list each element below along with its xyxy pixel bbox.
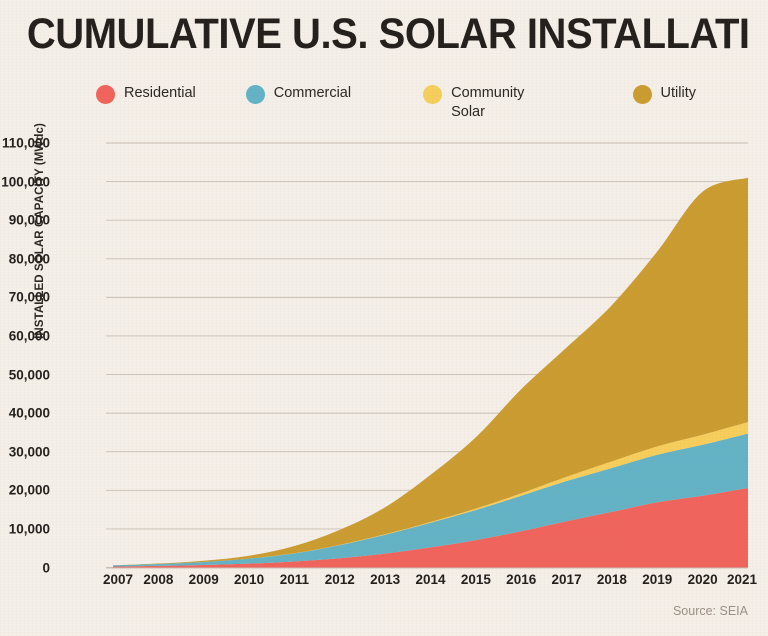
legend-label-commercial: Commercial bbox=[273, 85, 352, 101]
y-tick-label: 110,000 bbox=[1, 135, 50, 151]
y-tick-label: 40,000 bbox=[8, 405, 50, 421]
y-tick-label: 20,000 bbox=[8, 482, 50, 498]
x-tick-label: 2015 bbox=[460, 572, 491, 587]
area-series-residential bbox=[113, 488, 748, 568]
x-tick-label: 2014 bbox=[415, 572, 446, 587]
page-title: CUMULATIVE U.S. SOLAR INSTALLATIONS bbox=[26, 10, 768, 58]
x-tick-label: 2018 bbox=[596, 572, 627, 587]
area-series-utility bbox=[113, 177, 748, 566]
y-tick-label: 70,000 bbox=[8, 289, 50, 305]
legend-label-community-solar: Community Solar bbox=[451, 85, 525, 120]
x-tick-label: 2010 bbox=[234, 572, 265, 587]
y-tick-label: 60,000 bbox=[8, 328, 50, 344]
y-tick-label: 100,000 bbox=[1, 174, 50, 190]
x-tick-label: 2009 bbox=[188, 572, 219, 587]
legend-swatch-icon-utility bbox=[632, 85, 652, 104]
x-tick-label: 2019 bbox=[642, 572, 673, 587]
y-tick-label: 90,000 bbox=[8, 212, 50, 228]
source-attribution: Source: SEIA bbox=[672, 604, 748, 618]
x-tick-label: 2020 bbox=[687, 572, 718, 587]
legend-swatch-icon-commercial bbox=[245, 85, 265, 104]
x-tick-label: 2013 bbox=[370, 572, 401, 587]
area-series-commercial bbox=[113, 433, 748, 567]
plot-right-mask bbox=[748, 0, 768, 636]
x-tick-label: 2016 bbox=[506, 572, 537, 587]
legend-swatch-icon-residential bbox=[96, 85, 115, 104]
y-tick-label: 80,000 bbox=[8, 251, 50, 267]
x-tick-label: 2012 bbox=[324, 572, 355, 587]
x-tick-label: 2007 bbox=[102, 572, 134, 587]
legend-swatch-icon-community-solar bbox=[423, 85, 443, 104]
legend-item-commercial[interactable]: Commercial bbox=[245, 84, 352, 104]
legend-label-utility: Utility bbox=[660, 85, 696, 101]
x-tick-label: 2011 bbox=[279, 572, 310, 587]
chart-legend: Residential Commercial Community Solar U… bbox=[96, 84, 696, 121]
x-tick-label: 2021 bbox=[726, 572, 758, 587]
legend-item-residential[interactable]: Residential bbox=[96, 84, 196, 104]
legend-label-residential: Residential bbox=[124, 85, 196, 101]
legend-item-utility[interactable]: Utility bbox=[632, 84, 696, 104]
x-tick-label: 2017 bbox=[551, 572, 582, 587]
x-tick-label: 2008 bbox=[143, 572, 174, 587]
y-tick-label: 0 bbox=[42, 560, 50, 575]
y-tick-label: 50,000 bbox=[8, 367, 50, 383]
y-tick-label: 10,000 bbox=[8, 521, 50, 537]
legend-item-community-solar[interactable]: Community Solar bbox=[423, 84, 529, 121]
y-tick-label: 30,000 bbox=[8, 444, 50, 460]
